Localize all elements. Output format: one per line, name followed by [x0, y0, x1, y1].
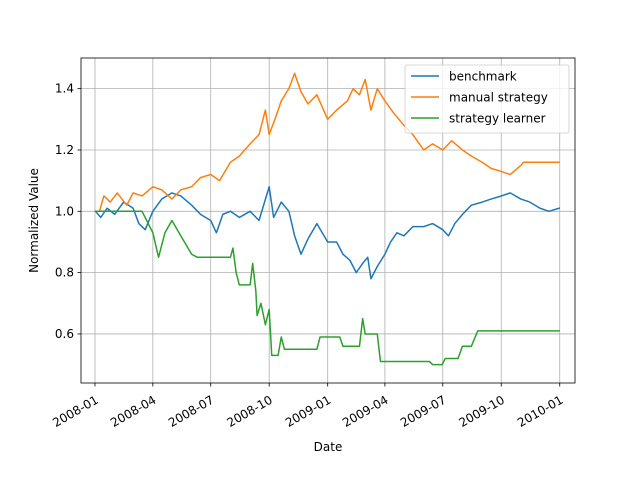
y-tick-label: 0.8 [55, 266, 74, 280]
y-axis-ticks: 0.6 0.8 1.0 1.2 1.4 [55, 82, 81, 341]
x-axis-ticks: 2008-01 2008-04 2008-07 2008-10 2009-01 2009-… [50, 383, 565, 430]
series-line-strategy-learner [94, 210, 560, 366]
x-tick-label: 2009-10 [457, 393, 507, 430]
y-axis-label: Normalized Value [27, 168, 41, 273]
x-axis-label: Date [314, 440, 343, 454]
series-line-benchmark [94, 186, 561, 280]
x-tick-label: 2008-07 [166, 393, 216, 430]
x-tick-label: 2008-01 [50, 393, 100, 430]
x-tick-label: 2008-10 [224, 393, 274, 430]
y-tick-label: 1.4 [55, 82, 74, 96]
legend-label: manual strategy [449, 91, 548, 105]
y-tick-label: 1.2 [55, 143, 74, 157]
x-tick-label: 2009-04 [340, 393, 390, 430]
legend-label: strategy learner [449, 112, 546, 126]
legend: benchmark manual strategy strategy learner [404, 64, 570, 134]
x-tick-label: 2009-01 [283, 393, 333, 430]
x-tick-label: 2010-01 [515, 393, 565, 430]
x-tick-label: 2008-04 [108, 393, 158, 430]
legend-box [404, 64, 570, 134]
legend-label: benchmark [449, 70, 517, 84]
y-tick-label: 1.0 [55, 204, 74, 218]
y-tick-label: 0.6 [55, 327, 74, 341]
series-lines [94, 72, 561, 366]
series-line-manual-strategy [94, 72, 560, 213]
x-tick-label: 2009-07 [398, 393, 448, 430]
